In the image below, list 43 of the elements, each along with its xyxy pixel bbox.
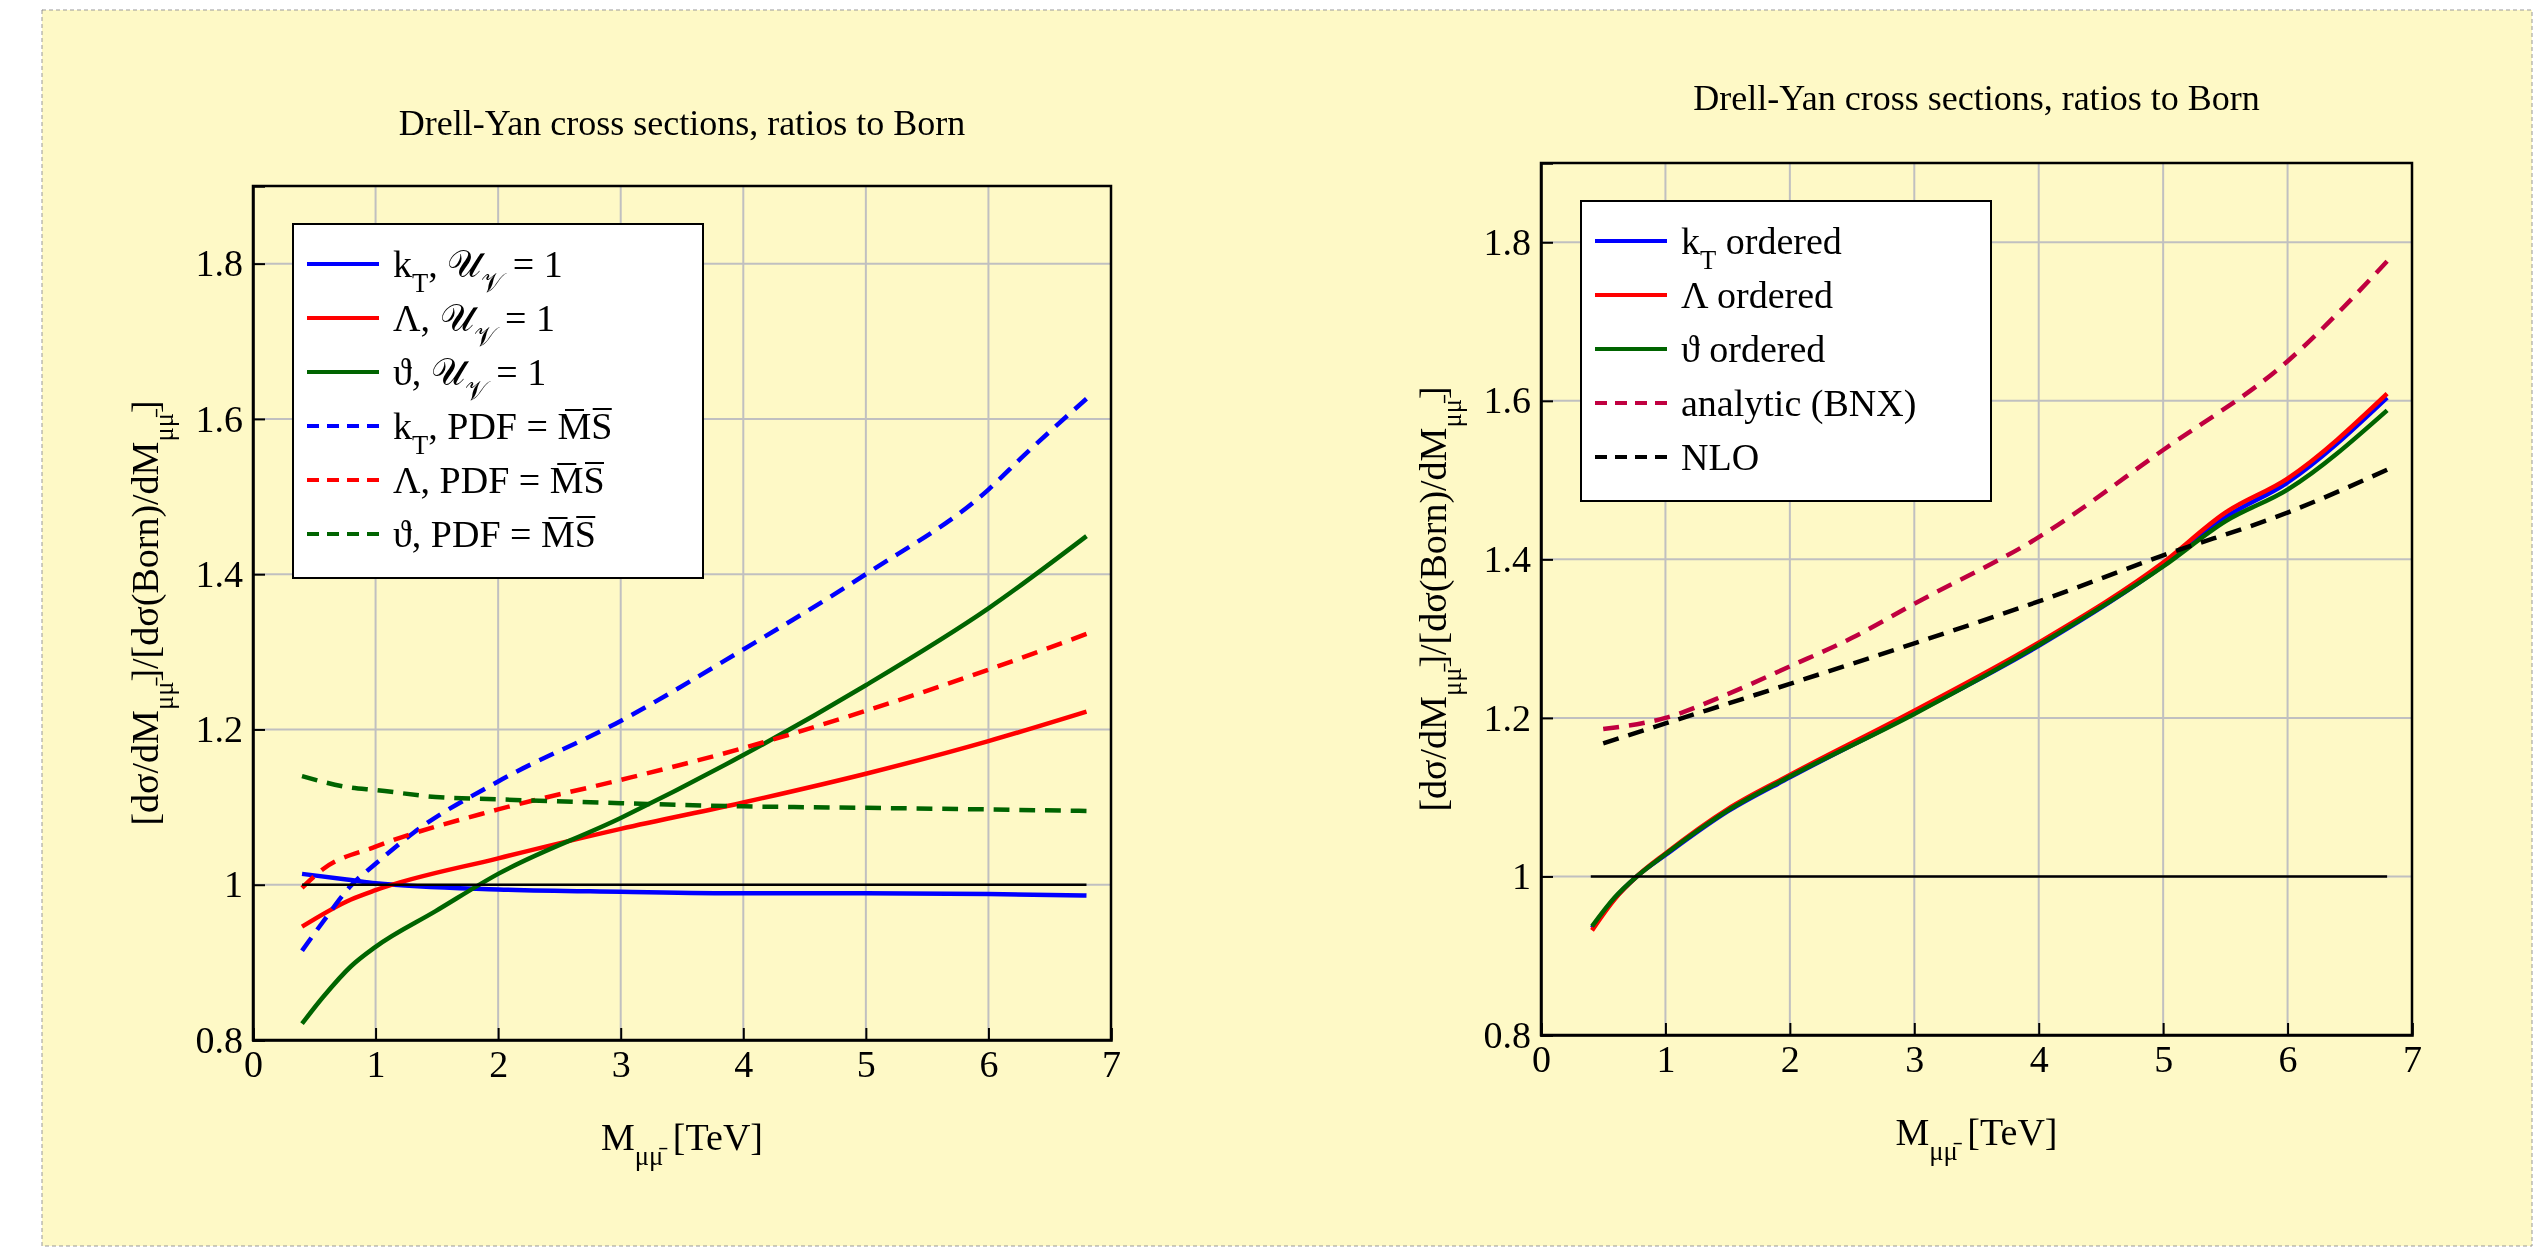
y-tick-label: 1 (1512, 855, 1531, 898)
x-tick-label: 2 (1780, 1037, 1800, 1080)
legend-label: k$_{T}$, PDF = M̅S̅ (393, 405, 613, 460)
y-tick-label: 1.8 (195, 242, 243, 285)
x-tick-label: 3 (611, 1042, 631, 1085)
legend-label: Λ, 𝒰$_{𝒱}$ = 1 (393, 297, 555, 352)
y-tick-label: 1 (224, 863, 243, 906)
x-tick-label: 6 (2278, 1037, 2298, 1080)
x-tick-label: 0 (1532, 1037, 1551, 1080)
x-tick-label: 4 (2029, 1037, 2049, 1080)
y-tick-label: 1.6 (1483, 379, 1531, 422)
legend-label: ϑ ordered (1681, 328, 1826, 370)
legend-label: NLO (1681, 436, 1760, 478)
x-tick-label: 2 (489, 1042, 509, 1085)
x-tick-label: 7 (2403, 1037, 2422, 1080)
legend-label: k$_{T}$, 𝒰$_{𝒱}$ = 1 (393, 243, 563, 298)
y-tick-label: 1.2 (195, 708, 243, 751)
y-tick-label: 1.4 (195, 552, 243, 595)
legend-label: k$_{T}$ ordered (1681, 220, 1842, 275)
legend-label: Λ, PDF = M̅S̅ (393, 459, 605, 501)
x-tick-label: 7 (1102, 1042, 1121, 1085)
x-axis-title: M$_{μμ̄}$ [TeV] (1895, 1111, 2058, 1166)
chart-title: Drell-Yan cross sections, ratios to Born (1693, 78, 2260, 118)
x-tick-label: 6 (979, 1042, 999, 1085)
y-tick-label: 1.8 (1483, 220, 1531, 263)
legend-label: ϑ, 𝒰$_{𝒱}$ = 1 (393, 351, 547, 406)
legend-label: Λ ordered (1681, 274, 1834, 316)
y-tick-label: 1.2 (1483, 696, 1531, 739)
x-axis-title: M$_{μμ̄}$ [TeV] (601, 1116, 763, 1171)
x-tick-label: 1 (366, 1042, 386, 1085)
y-tick-label: 0.8 (1483, 1013, 1531, 1056)
x-tick-label: 3 (1905, 1037, 1925, 1080)
legend-label: analytic (BNX) (1681, 382, 1917, 425)
y-tick-label: 1.4 (1483, 538, 1531, 581)
legend-label: ϑ, PDF = M̅S̅ (393, 513, 596, 555)
x-tick-label: 0 (244, 1042, 263, 1085)
y-tick-label: 0.8 (195, 1018, 243, 1061)
x-tick-label: 5 (2154, 1037, 2174, 1080)
x-tick-label: 1 (1656, 1037, 1676, 1080)
y-tick-label: 1.6 (195, 397, 243, 440)
x-tick-label: 5 (856, 1042, 876, 1085)
chart-title: Drell-Yan cross sections, ratios to Born (398, 103, 966, 143)
x-tick-label: 4 (734, 1042, 754, 1085)
